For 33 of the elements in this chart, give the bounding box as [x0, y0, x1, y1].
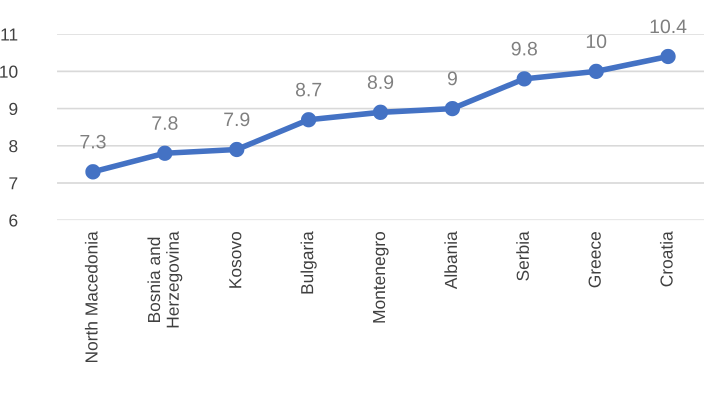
y-tick-label: 9: [9, 102, 18, 116]
y-tick-label: 7: [9, 177, 18, 190]
point: [157, 146, 172, 161]
x-tick-label: Bulgaria: [300, 231, 317, 294]
x-tick-label: Croatia: [660, 231, 673, 286]
x-tick-label: North Macedonia: [84, 231, 98, 362]
data-label: 9.8: [512, 42, 537, 56]
data-label: 7.9: [224, 112, 250, 126]
y-tick-label: 10: [0, 66, 18, 78]
point: [85, 164, 101, 180]
data-label: 10: [586, 34, 606, 48]
y-tick-label: 8: [9, 140, 18, 152]
data-label: 7.8: [152, 116, 178, 130]
data-label: 8.9: [368, 75, 394, 90]
x-tick-label: Serbia: [516, 231, 529, 281]
x-tick-label: Bosnia and Herzegovina: [147, 231, 182, 328]
point: [372, 104, 388, 120]
point: [516, 71, 532, 86]
x-tick-label: Albania: [444, 231, 458, 290]
data-label: 9: [448, 72, 457, 86]
data-label: 8.7: [296, 82, 322, 96]
point: [300, 112, 316, 128]
point: [660, 48, 676, 64]
y-tick-label: 11: [1, 28, 18, 40]
y-tick-label: 6: [9, 214, 18, 227]
x-tick-label: Kosovo: [229, 232, 242, 288]
point: [588, 64, 604, 80]
point: [229, 142, 244, 158]
x-tick-label: Greece: [588, 232, 601, 288]
data-label: 10.4: [650, 19, 686, 34]
data-label: 7.3: [80, 134, 106, 149]
x-tick-label: Montenegro: [373, 232, 389, 323]
point: [444, 100, 460, 116]
